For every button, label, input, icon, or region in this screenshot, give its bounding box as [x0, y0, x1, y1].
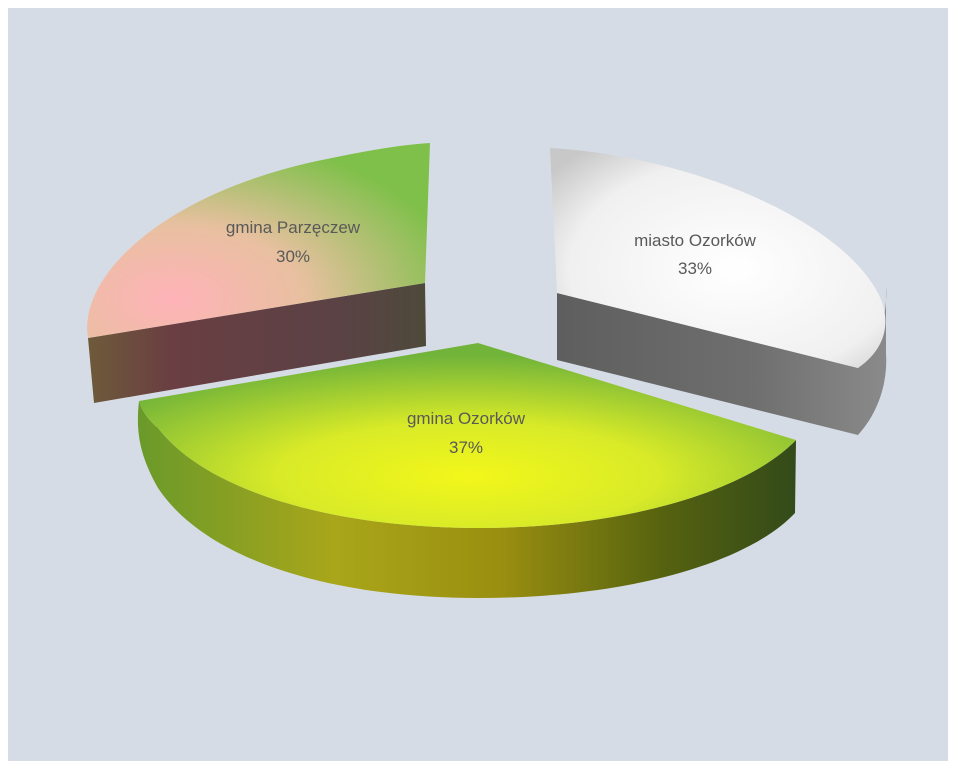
slice-gmina-ozorkow-top [139, 343, 796, 528]
label-miasto-ozorkow: miasto Ozorków [634, 231, 757, 250]
label-gmina-ozorkow: gmina Ozorków [407, 409, 526, 428]
pie-chart: miasto Ozorków 33% gmina Ozorków 37% gmi… [87, 143, 887, 598]
slice-gmina-parzeczew-side [88, 283, 426, 403]
slice-gmina-ozorkow[interactable] [137, 343, 796, 598]
slice-gmina-parzeczew-top [87, 143, 430, 338]
slice-miasto-ozorkow-side [557, 286, 887, 435]
chart-area: miasto Ozorków 33% gmina Ozorków 37% gmi… [8, 8, 948, 761]
value-gmina-parzeczew: 30% [276, 247, 310, 266]
slice-gmina-ozorkow-side [137, 401, 796, 598]
slice-miasto-ozorkow-top [550, 148, 886, 368]
slice-gmina-parzeczew[interactable] [87, 143, 430, 403]
value-gmina-ozorkow: 37% [449, 438, 483, 457]
slice-miasto-ozorkow[interactable] [550, 148, 887, 435]
value-miasto-ozorkow: 33% [678, 259, 712, 278]
label-gmina-parzeczew: gmina Parzęczew [226, 218, 361, 237]
